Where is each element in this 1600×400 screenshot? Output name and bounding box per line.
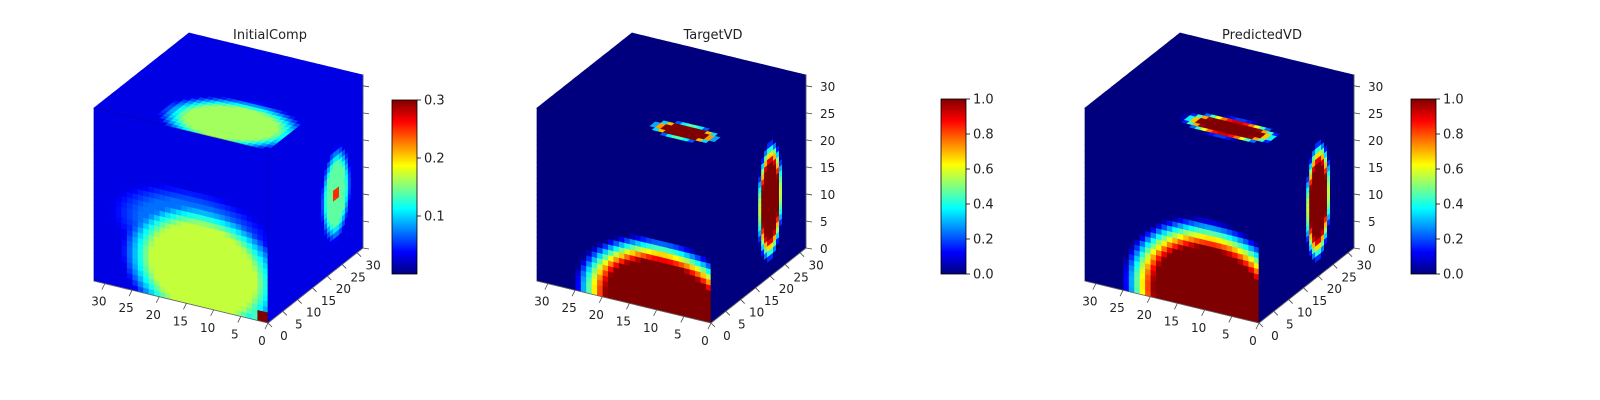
x-tick-label: 10 bbox=[200, 321, 215, 335]
colorbar-tick-label: 0.1 bbox=[424, 210, 445, 225]
y-tick-label: 15 bbox=[321, 294, 336, 308]
x-tick-label: 5 bbox=[231, 327, 239, 341]
panel-title: InitialComp bbox=[233, 28, 307, 43]
colorbar-tick-label: 0.3 bbox=[424, 94, 445, 109]
colorbar-tick-label: 0.2 bbox=[424, 152, 445, 167]
x-tick-label: 20 bbox=[146, 308, 161, 322]
x-tick-label: 15 bbox=[173, 314, 188, 328]
y-tick-label: 20 bbox=[336, 282, 351, 296]
x-tick-label: 0 bbox=[258, 334, 266, 348]
panel-title: TargetVD bbox=[682, 28, 742, 43]
y-tick-label: 10 bbox=[306, 306, 321, 320]
y-tick-label: 30 bbox=[365, 259, 380, 273]
x-tick-label: 25 bbox=[118, 301, 133, 315]
voxel-face-front bbox=[93, 107, 269, 324]
x-tick-label: 30 bbox=[91, 295, 106, 309]
voxel-face-right bbox=[267, 74, 364, 324]
y-tick-label: 25 bbox=[351, 270, 366, 284]
colorbar-gradient bbox=[391, 99, 418, 275]
y-tick-label: 0 bbox=[280, 329, 288, 343]
y-tick-label: 5 bbox=[295, 317, 303, 331]
